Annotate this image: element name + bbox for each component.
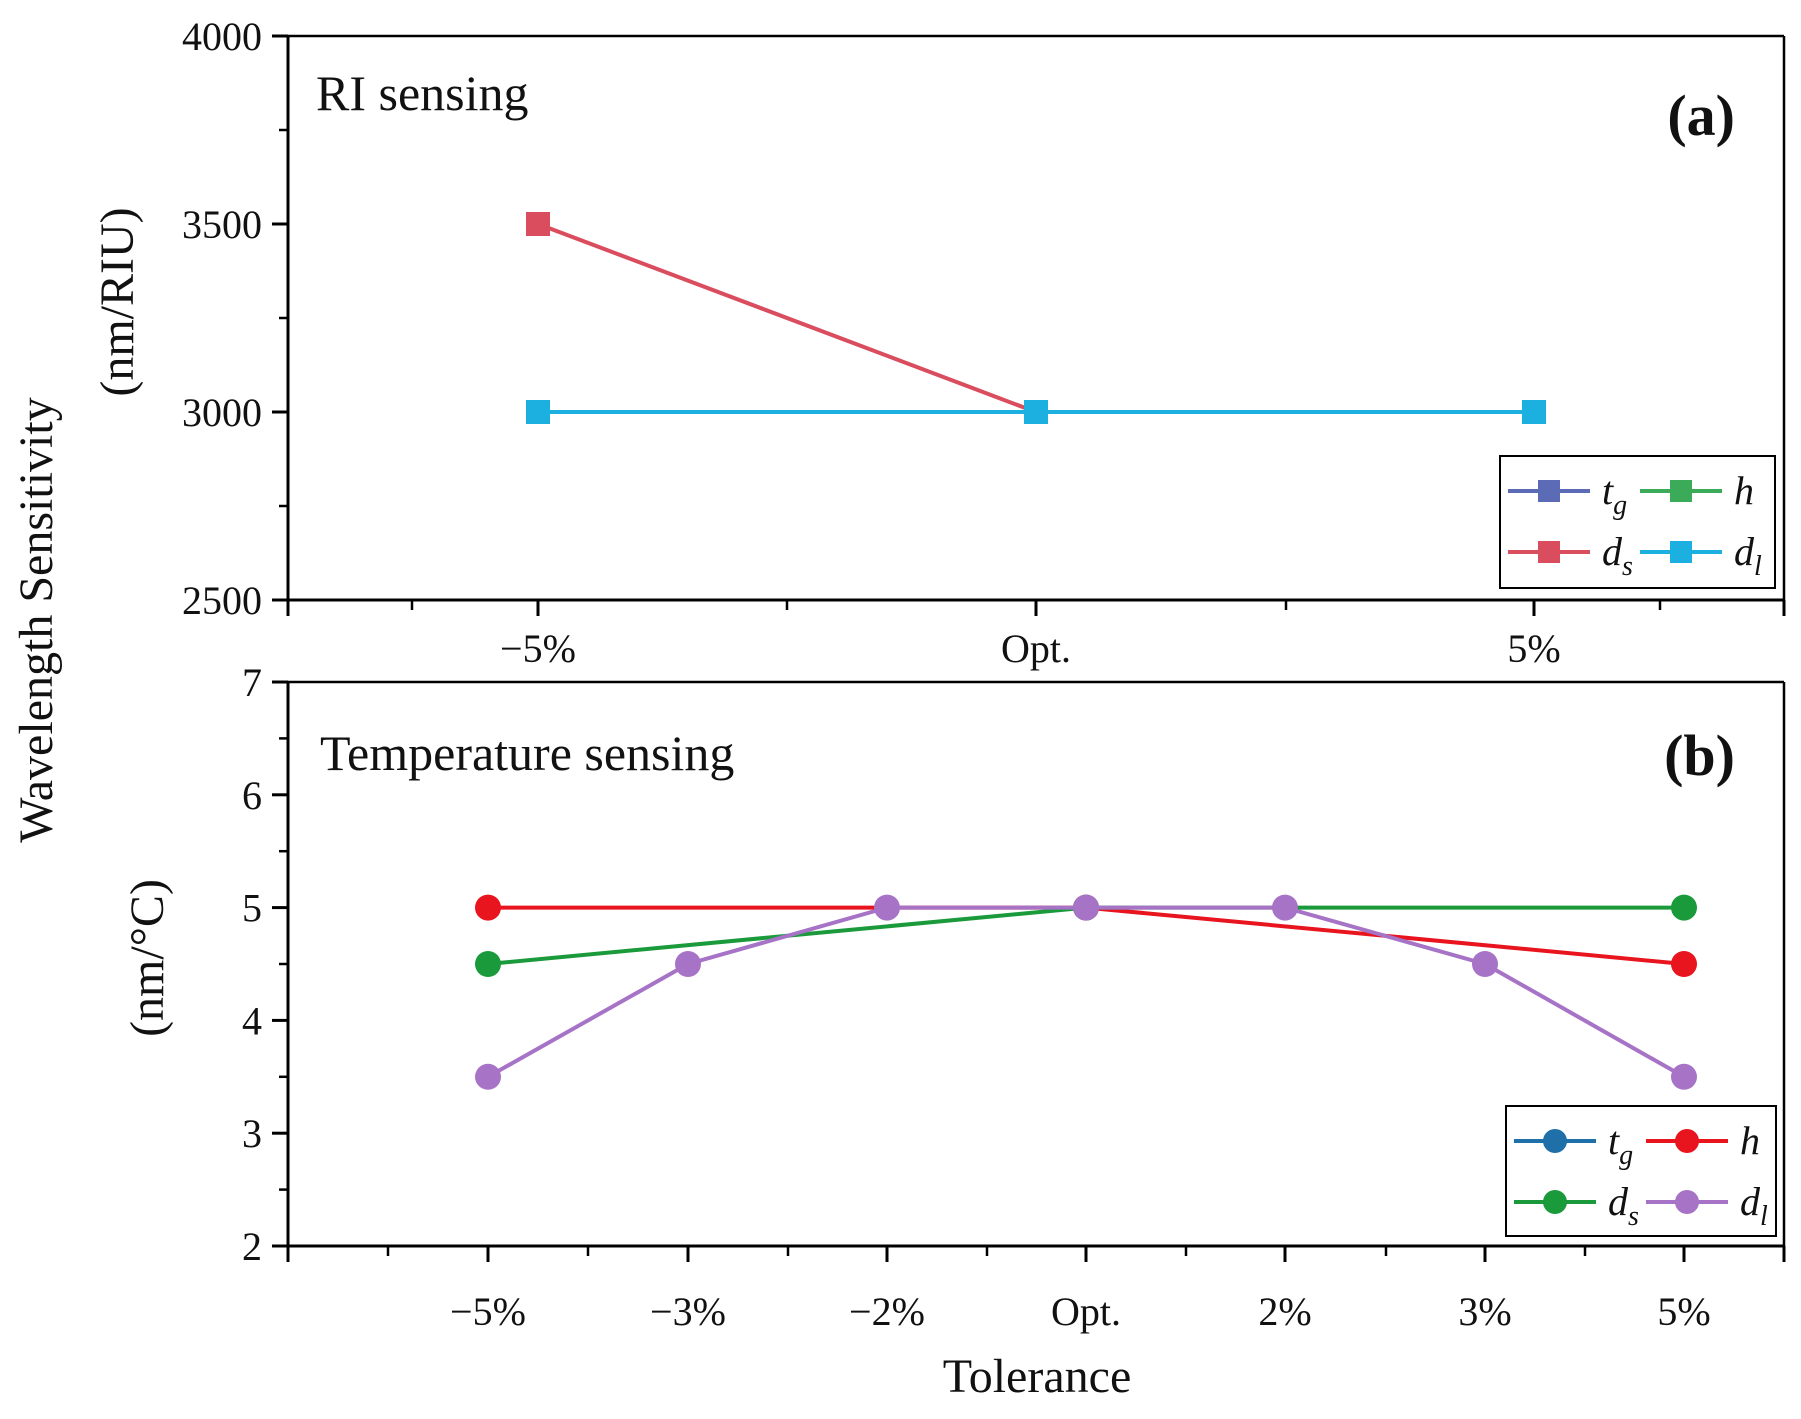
x-axis-title: Tolerance [943, 1350, 1132, 1403]
panel-b-series-dl-point [675, 951, 701, 977]
panel-b-series-dl-point [1472, 951, 1498, 977]
panel-b-series-dl-point [1073, 894, 1099, 921]
y-axis-title: Wavelength Sensitivity [10, 397, 63, 842]
panel-b-series-h-point [475, 894, 501, 921]
panel-b-legend: tg hds dl [1505, 1105, 1777, 1237]
panel-b-x-tick-label: −2% [849, 1289, 925, 1334]
panel-a-legend-item: h [1640, 468, 1754, 513]
panel-b-legend-marker [1675, 1190, 1699, 1214]
panel-b-y-tick-label: 4 [242, 998, 262, 1043]
panel-a-series-dl-point [1522, 400, 1546, 424]
panel-a-legend-marker [1538, 480, 1560, 502]
panel-a-series-ds-line [537, 222, 1037, 414]
panel-b-legend-marker [1543, 1190, 1567, 1214]
panel-b-y-tick-label: 5 [242, 886, 262, 931]
panel-b-series-dl-point [475, 1063, 501, 1090]
panel-a-legend-box [1499, 455, 1776, 589]
panel-a-legend-label: h [1734, 468, 1754, 513]
panel-b-x-tick-label: 2% [1258, 1289, 1311, 1334]
panel-b-tag: (b) [1664, 723, 1735, 788]
panel-a-legend-marker [1670, 480, 1692, 502]
panel-b-legend-item: ds [1514, 1179, 1639, 1232]
panel-b-title: Temperature sensing [320, 725, 734, 781]
panel-b-x-tick-label: 3% [1458, 1289, 1511, 1334]
panel-a-ylabel: (nm/RIU) [91, 207, 144, 396]
panel-b-series-dl-line [487, 905, 1685, 1079]
panel-a-title: RI sensing [316, 65, 529, 121]
panel-b-x-tick-label: Opt. [1051, 1289, 1121, 1334]
panel-a-legend: tg hds dl [1499, 455, 1776, 589]
panel-b-legend-box [1505, 1105, 1777, 1237]
panel-a-y-tick-label: 2500 [182, 578, 262, 623]
panel-b-x-tick-label: −5% [450, 1289, 526, 1334]
panel-b-series-dl-point [874, 894, 900, 921]
panel-b-series-h-point [1671, 951, 1697, 977]
panel-a-y-tick-label: 3500 [182, 202, 262, 247]
panel-a-legend-marker [1670, 541, 1692, 563]
panel-a-tag: (a) [1667, 83, 1735, 148]
panel-b-x-tick-label: −3% [650, 1289, 726, 1334]
panel-b-legend-marker [1543, 1129, 1567, 1153]
panel-a-x-tick-label: −5% [500, 626, 576, 671]
panel-b-x-tick-label: 5% [1657, 1289, 1710, 1334]
panel-a-x-tick-label: Opt. [1001, 626, 1071, 671]
panel-b-y-tick-label: 2 [242, 1224, 262, 1269]
panel-a-x-tick-label: 5% [1507, 626, 1560, 671]
panel-b-series-dl-point [1671, 1063, 1697, 1090]
panel-b-series-dl-point [1272, 894, 1298, 921]
panel-a-legend-marker [1538, 541, 1560, 563]
panel-b-legend-marker [1675, 1129, 1699, 1153]
panel-b-series-ds-point [1671, 894, 1697, 921]
panel-a-series-dl-point [1024, 400, 1048, 424]
panel-a-y-tick-label: 3000 [182, 390, 262, 435]
panel-b-ylabel: (nm/°C) [121, 879, 174, 1037]
panel-b-y-tick-label: 7 [242, 660, 262, 705]
panel-b-y-tick-label: 6 [242, 773, 262, 818]
panel-b-series-ds-point [475, 951, 501, 977]
panel-a-legend-item: ds [1508, 529, 1633, 582]
panel-b-y-tick-label: 3 [242, 1111, 262, 1156]
panel-a-series-ds-point [526, 212, 550, 236]
panel-b-legend-label: h [1740, 1118, 1760, 1163]
panel-a-series-dl-point [526, 400, 550, 424]
panel-a-y-tick-label: 4000 [182, 14, 262, 59]
panel-b-legend-item: h [1646, 1118, 1760, 1163]
